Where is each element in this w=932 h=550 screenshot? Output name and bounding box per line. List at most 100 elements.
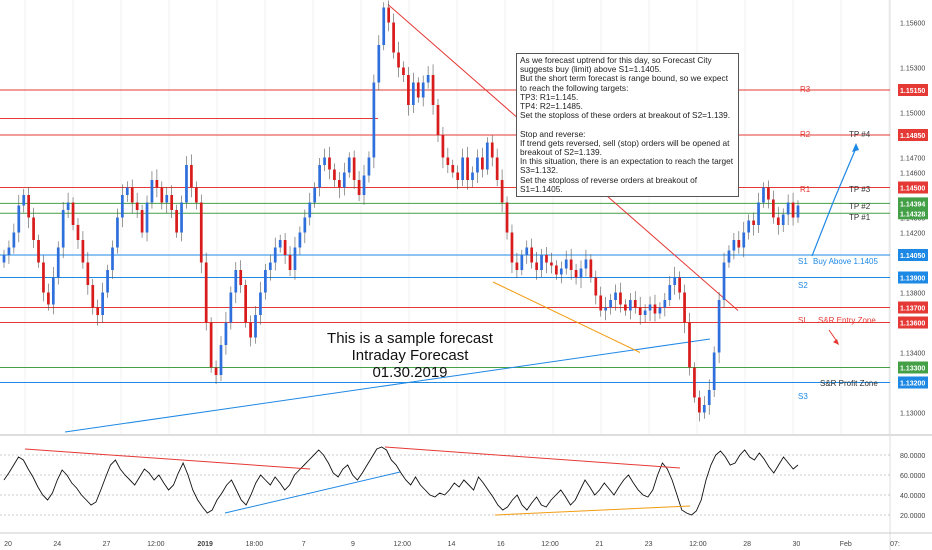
candle-body <box>249 322 252 338</box>
candle-body <box>446 157 450 165</box>
candle-body <box>476 157 479 173</box>
time-tick: 28 <box>743 541 751 548</box>
osc-trend-orange <box>494 505 691 516</box>
forecast-arrows <box>811 143 859 345</box>
candle-body <box>180 202 183 233</box>
candle-body <box>96 307 100 315</box>
candle-body <box>239 270 243 285</box>
candle-body <box>431 75 435 105</box>
trendline-orange <box>492 281 641 353</box>
candle-body <box>12 232 16 248</box>
candle-body <box>451 165 455 173</box>
time-tick: 7 <box>302 541 306 548</box>
candle-body <box>352 157 356 180</box>
candle-body <box>776 217 780 225</box>
candle-body <box>663 300 667 308</box>
center-title: This is a sample forecast Intraday Forec… <box>300 330 520 381</box>
candle-body <box>303 217 307 233</box>
candle-body <box>17 205 21 233</box>
candle-body <box>545 255 548 263</box>
price-tick: 1.14600 <box>900 171 925 178</box>
candle-body <box>204 262 208 323</box>
candle-body <box>658 307 662 314</box>
price-tag-box <box>898 301 928 314</box>
candle-body <box>767 187 770 200</box>
candle-body <box>796 205 800 218</box>
candle-body <box>628 300 632 311</box>
candle-body <box>781 214 785 225</box>
candle-body <box>244 285 248 323</box>
candle-body <box>742 232 746 248</box>
time-tick: 12:00 <box>147 541 165 548</box>
candle-body <box>27 195 31 218</box>
candle-body <box>481 157 484 170</box>
price-tag-box <box>898 129 928 141</box>
level-label-s2: S2 <box>798 281 808 290</box>
price-tick: 1.15600 <box>900 21 925 28</box>
candle-body <box>490 142 494 158</box>
candle-body <box>505 202 509 233</box>
candle-body <box>407 75 410 105</box>
candle-body <box>259 292 262 315</box>
candle-body <box>190 165 193 188</box>
candle-body <box>116 217 119 248</box>
time-tick: 23 <box>645 541 653 548</box>
candle-body <box>367 157 371 176</box>
price-tag-box <box>898 376 928 389</box>
candle-body <box>515 262 519 270</box>
candle-body <box>318 165 321 188</box>
osc-tick: 20.0000 <box>900 513 925 520</box>
candle-body <box>71 202 75 225</box>
price-tag-text: 1.14394 <box>900 201 925 208</box>
candle-body <box>140 210 144 233</box>
candle-body <box>42 262 45 293</box>
candle-body <box>648 304 652 311</box>
time-tick: 14 <box>448 541 456 548</box>
candle-body <box>624 304 627 311</box>
level-label-s1: S1 <box>798 257 808 266</box>
candle-body <box>22 195 26 206</box>
candle-body <box>584 259 588 269</box>
candle-body <box>722 262 726 300</box>
price-tag-box <box>898 271 928 284</box>
candle-body <box>234 270 238 293</box>
forecast-up-arrow <box>811 147 857 257</box>
candle-body <box>382 7 386 45</box>
candle-body <box>150 180 154 203</box>
candle-body <box>604 307 608 311</box>
candle-body <box>441 135 445 158</box>
candle-body <box>106 270 109 293</box>
candle-body <box>466 157 469 180</box>
candle-body <box>397 52 400 68</box>
price-tag-box <box>898 249 928 261</box>
candle-body <box>175 210 178 233</box>
price-tag-text: 1.14850 <box>900 133 925 140</box>
candle-body <box>653 304 657 314</box>
candle-body <box>485 142 489 170</box>
candle-body <box>135 202 139 210</box>
price-tick: 1.13400 <box>900 351 925 358</box>
arrow-head-up <box>852 143 859 152</box>
candle-body <box>86 262 90 285</box>
candle-body <box>643 310 647 315</box>
price-tag-box <box>898 84 928 96</box>
candle-body <box>554 265 558 275</box>
candle-body <box>328 157 331 170</box>
level-label-r2: R2 <box>800 130 811 139</box>
candle-body <box>614 292 617 300</box>
price-tick: 1.14700 <box>900 156 925 163</box>
time-tick: 16 <box>497 541 505 548</box>
center-title-line2: Intraday Forecast <box>351 347 469 364</box>
candle-body <box>32 217 35 240</box>
candle-body <box>130 187 134 203</box>
level-labels: R3 R2 TP #4 R1 TP #3 TP #2 TP #1 S1 Buy … <box>798 85 878 401</box>
price-tick: 1.15000 <box>900 111 925 118</box>
candle-body <box>594 277 598 296</box>
candle-body <box>51 277 55 305</box>
candle-body <box>170 195 174 210</box>
candle-body <box>214 367 218 375</box>
candle-body <box>786 202 790 215</box>
candle-body <box>308 202 312 218</box>
candle-body <box>254 315 257 338</box>
